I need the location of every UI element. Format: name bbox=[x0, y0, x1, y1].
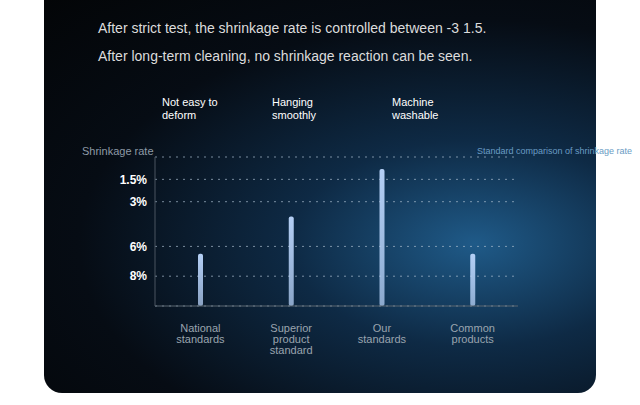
svg-text:1.5%: 1.5% bbox=[120, 173, 148, 187]
svg-text:3%: 3% bbox=[130, 195, 148, 209]
html-text:Shrinkage rate: Shrinkage rate bbox=[82, 145, 154, 157]
svg-text:Superiorproductstandard: Superiorproductstandard bbox=[270, 322, 313, 356]
html-text:Standard comparison of shrinka: Standard comparison of shrinkage rate bbox=[476, 146, 632, 156]
html-text:Not easy to deform: Not easy to deform bbox=[162, 96, 218, 121]
svg-text:8%: 8% bbox=[130, 269, 148, 283]
html-text:After strict test, the shrinka: After strict test, the shrinkage rate is… bbox=[98, 20, 487, 36]
html-text:Machine washable: Machine washable bbox=[392, 96, 439, 121]
svg-text:Commonproducts: Commonproducts bbox=[450, 322, 495, 345]
svg-text:Nationalstandards: Nationalstandards bbox=[176, 322, 225, 345]
html-text:Hanging smoothly: Hanging smoothly bbox=[272, 96, 316, 121]
svg-text:Ourstandards: Ourstandards bbox=[358, 322, 407, 345]
html-text:After long-term cleaning, no s: After long-term cleaning, no shrinkage r… bbox=[98, 48, 473, 64]
svg-text:6%: 6% bbox=[130, 240, 148, 254]
